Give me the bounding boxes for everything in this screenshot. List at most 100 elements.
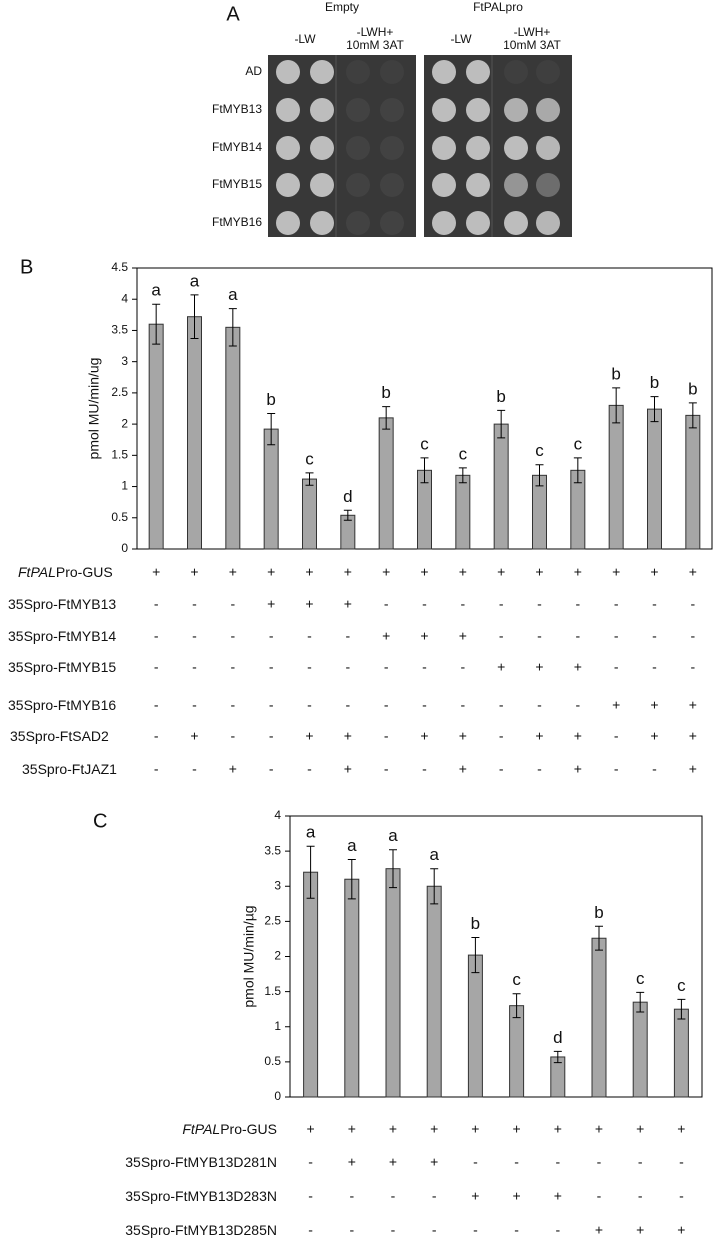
condition-sign: + [267, 564, 275, 580]
yeast-spot [276, 211, 300, 235]
significance-letter: b [650, 373, 659, 392]
y-tick-label: 3.5 [264, 843, 281, 857]
condition-label: 35Spro-FtMYB13 [8, 596, 116, 612]
condition-sign: + [574, 564, 582, 580]
significance-letter: a [429, 845, 439, 864]
condition-label-text: Pro-GUS [56, 564, 113, 580]
condition-sign: - [537, 628, 542, 644]
condition-sign: - [192, 596, 197, 612]
condition-sign: - [349, 1188, 354, 1204]
error-bar [512, 993, 521, 1019]
condition-sign: + [513, 1188, 521, 1204]
condition-sign: - [614, 628, 619, 644]
yeast-spot [276, 60, 300, 84]
bar [263, 428, 279, 550]
condition-sign: - [307, 628, 312, 644]
significance-letter: a [190, 271, 200, 290]
condition-sign: - [690, 628, 695, 644]
error-bar [535, 464, 544, 487]
y-tick-label: 2.5 [111, 385, 128, 399]
condition-sign: + [612, 697, 620, 713]
condition-sign: - [349, 1256, 354, 1257]
significance-letter: c [636, 969, 645, 988]
yeast-spot [432, 136, 456, 160]
condition-label: 35Spro-FtMYB15 [8, 659, 116, 675]
yeast-spot [536, 136, 560, 160]
significance-letter: c [512, 970, 521, 989]
condition-sign: + [420, 628, 428, 644]
row-label: FtMYB13 [212, 102, 262, 116]
condition-sign: + [554, 1256, 562, 1257]
yeast-spot [276, 173, 300, 197]
condition-sign: + [459, 564, 467, 580]
condition-sign: - [555, 1154, 560, 1170]
bar [385, 868, 401, 1098]
condition-sign: - [269, 697, 274, 713]
condition-sign: - [154, 761, 159, 777]
y-tick-label: 1.5 [264, 984, 281, 998]
error-bar [305, 472, 314, 486]
y-tick-label: 2.5 [264, 914, 281, 928]
yeast-spot [346, 98, 370, 122]
condition-sign: + [471, 1121, 479, 1137]
condition-sign: + [574, 659, 582, 675]
significance-letter: a [388, 826, 398, 845]
bar [591, 937, 607, 1098]
yeast-spot [536, 173, 560, 197]
condition-sign: - [154, 628, 159, 644]
y-tick-label: 3.5 [111, 323, 128, 337]
condition-sign: - [614, 761, 619, 777]
yeast-spot [432, 173, 456, 197]
bar [455, 474, 471, 550]
condition-sign: - [345, 697, 350, 713]
condition-sign: - [269, 659, 274, 675]
bar [344, 878, 360, 1098]
panel-label: A [226, 3, 240, 25]
condition-sign: - [269, 728, 274, 744]
significance-letter: b [266, 390, 275, 409]
condition-label-text: 35Spro-FtSAD2 [10, 728, 109, 744]
condition-sign: - [499, 728, 504, 744]
condition-label-text: 35Spro-FtMYB13 [8, 596, 116, 612]
condition-label: 35Spro-FtMYB13D285N [125, 1222, 277, 1238]
condition-sign: + [677, 1222, 685, 1238]
y-tick-label: 4 [274, 808, 281, 822]
condition-sign: - [230, 659, 235, 675]
condition-sign: - [308, 1222, 313, 1238]
condition-sign: + [344, 564, 352, 580]
significance-letter: b [381, 383, 390, 402]
condition-sign: + [689, 697, 697, 713]
column-label: 10mM 3AT [503, 38, 561, 52]
condition-sign: - [230, 596, 235, 612]
condition-sign: + [574, 761, 582, 777]
yeast-spot [466, 173, 490, 197]
condition-sign: - [422, 761, 427, 777]
error-bar [471, 937, 480, 974]
condition-sign: - [345, 628, 350, 644]
error-bar [688, 402, 697, 429]
error-bar [152, 303, 161, 345]
condition-label: 35Spro-FtMYB13D283N [125, 1188, 277, 1204]
condition-sign: - [307, 697, 312, 713]
condition-sign: + [677, 1121, 685, 1137]
bar [632, 1001, 648, 1098]
condition-sign: - [473, 1256, 478, 1257]
significance-letter: d [343, 487, 352, 506]
plot-frame [289, 815, 703, 1098]
condition-sign: - [690, 659, 695, 675]
condition-sign: - [652, 628, 657, 644]
yeast-spot [536, 98, 560, 122]
significance-letter: b [496, 387, 505, 406]
significance-letter: b [688, 379, 697, 398]
yeast-spot [536, 211, 560, 235]
condition-sign: + [650, 697, 658, 713]
condition-label-text: 35Spro-FtMYB14 [8, 628, 116, 644]
condition-sign: + [152, 564, 160, 580]
condition-sign: + [574, 728, 582, 744]
condition-sign: - [537, 697, 542, 713]
error-bar [228, 308, 237, 347]
condition-sign: - [460, 596, 465, 612]
error-bar [497, 409, 506, 439]
bar [647, 408, 662, 550]
condition-sign: - [345, 659, 350, 675]
